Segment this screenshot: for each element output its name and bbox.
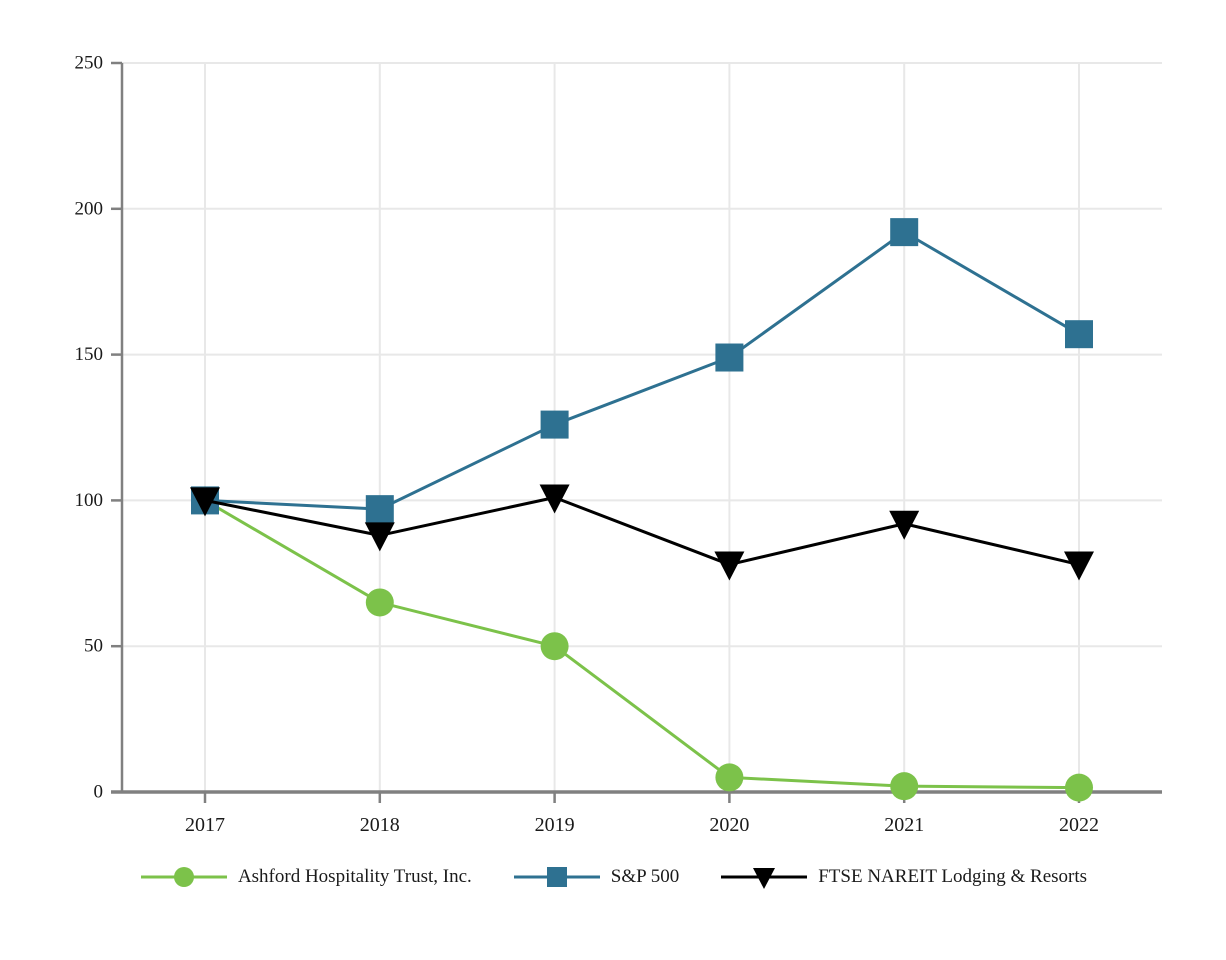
- data-point-triangle-down: [714, 551, 745, 581]
- x-tick-label: 2021: [884, 814, 924, 836]
- x-tick-label: 2018: [360, 814, 400, 836]
- legend-label-ftse-nareit: FTSE NAREIT Lodging & Resorts: [818, 866, 1088, 887]
- data-point-triangle-down: [190, 487, 220, 517]
- data-point-square: [1065, 320, 1093, 349]
- legend-swatch-square: [513, 867, 600, 887]
- data-point-square: [715, 343, 744, 372]
- data-point-triangle-down: [1064, 551, 1094, 581]
- legend-label-ashford: Ashford Hospitality Trust, Inc.: [237, 866, 472, 887]
- data-point-circle: [540, 632, 569, 661]
- legend-swatch-triangle: [721, 868, 808, 889]
- legend-triangle-marker: [753, 868, 776, 889]
- series-line-circle: [203, 498, 1081, 790]
- y-tick-label: 100: [75, 490, 104, 511]
- data-point-circle: [890, 772, 919, 801]
- y-tick-label: 250: [75, 53, 104, 74]
- performance-line-chart: 0 50 100 150 200 250 2017 2018 2019 2020 2021 2022: [75, 53, 1162, 836]
- legend-square-marker: [546, 867, 567, 887]
- legend-item-ftse-nareit: FTSE NAREIT Lodging & Resorts: [719, 864, 1087, 890]
- data-point-circle: [1065, 773, 1093, 802]
- data-point-circle: [365, 588, 394, 617]
- legend-item-sp500: S&P 500: [512, 864, 679, 890]
- data-point-square: [365, 495, 394, 524]
- x-tick-label: 2020: [709, 814, 749, 836]
- legend-label-sp500: S&P 500: [610, 866, 680, 887]
- legend-circle-marker: [173, 867, 194, 887]
- series-line-square: [203, 230, 1081, 511]
- y-tick-label: 50: [84, 636, 103, 657]
- legend-swatch-circle: [140, 867, 227, 887]
- data-point-circle: [715, 763, 744, 792]
- data-point-square: [540, 410, 569, 439]
- x-tick-label: 2019: [535, 814, 575, 836]
- x-tick-label: 2017: [185, 814, 225, 836]
- x-tick-label: 2022: [1059, 814, 1099, 836]
- data-point-triangle-down: [364, 522, 395, 552]
- y-tick-label: 200: [75, 198, 104, 219]
- y-tick-label: 150: [75, 344, 104, 365]
- data-point-square: [890, 218, 919, 247]
- y-tick-label: 0: [94, 782, 104, 803]
- legend-item-ashford: Ashford Hospitality Trust, Inc.: [139, 864, 472, 890]
- data-point-triangle-down: [539, 484, 570, 514]
- data-point-triangle-down: [889, 510, 920, 540]
- series-line-triangle-down: [203, 495, 1081, 567]
- chart-legend: Ashford Hospitality Trust, Inc. S&P 500 …: [0, 864, 1226, 890]
